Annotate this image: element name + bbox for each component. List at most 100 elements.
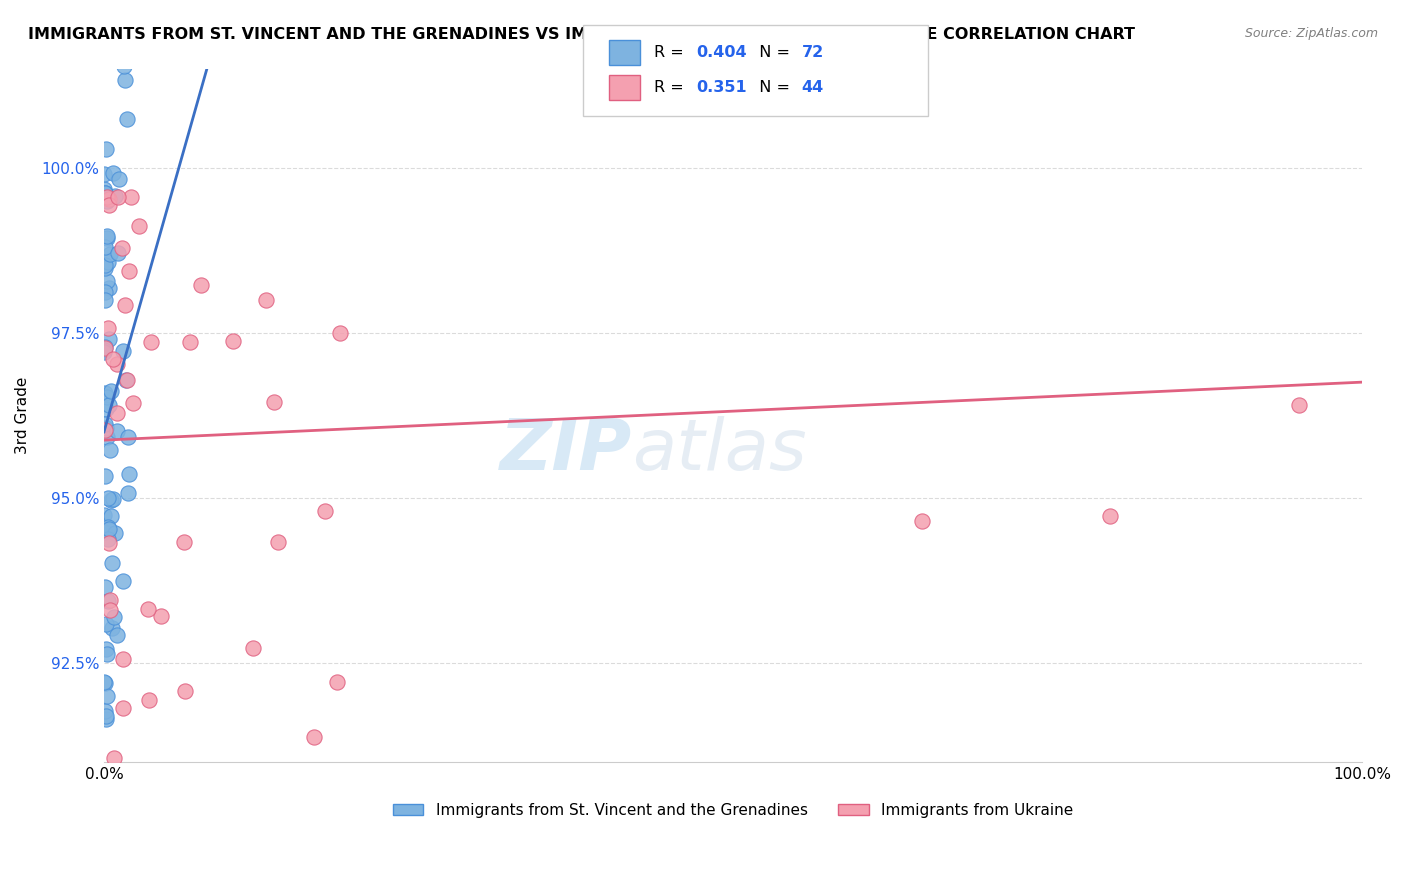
- Point: [94, 142, 117, 156]
- Point: [97, 398, 120, 412]
- Point: [100, 492, 122, 507]
- Point: [105, 628, 128, 642]
- Point: [302, 731, 325, 745]
- Point: [96, 708, 118, 723]
- Point: [93, 341, 115, 355]
- Point: [96, 190, 118, 204]
- Point: [94, 186, 117, 200]
- Point: [94, 189, 117, 203]
- Point: [101, 351, 124, 366]
- Y-axis label: 3rd Grade: 3rd Grade: [15, 376, 30, 454]
- Point: [93, 285, 115, 300]
- Point: [139, 334, 162, 349]
- Point: [138, 693, 160, 707]
- Text: ZIP: ZIP: [501, 416, 633, 484]
- Point: [111, 241, 134, 255]
- Text: atlas: atlas: [633, 416, 807, 484]
- Point: [93, 343, 115, 357]
- Legend: Immigrants from St. Vincent and the Grenadines, Immigrants from Ukraine: Immigrants from St. Vincent and the Gren…: [387, 797, 1080, 824]
- Point: [93, 167, 115, 181]
- Point: [96, 390, 118, 404]
- Point: [98, 443, 121, 458]
- Point: [94, 704, 117, 718]
- Point: [107, 246, 129, 260]
- Point: [128, 219, 150, 233]
- Point: [1225, 40, 1247, 54]
- Point: [104, 526, 127, 541]
- Point: [108, 172, 131, 186]
- Point: [93, 417, 115, 431]
- Point: [96, 274, 118, 288]
- Point: [263, 395, 285, 409]
- Point: [107, 190, 129, 204]
- Point: [94, 642, 117, 657]
- Point: [98, 603, 121, 617]
- Point: [173, 535, 195, 549]
- Point: [93, 525, 115, 540]
- Point: [101, 556, 124, 570]
- Point: [136, 602, 159, 616]
- Point: [94, 421, 117, 435]
- Point: [96, 429, 118, 443]
- Point: [93, 386, 115, 401]
- Point: [100, 508, 122, 523]
- Point: [98, 535, 121, 549]
- Point: [115, 373, 138, 387]
- Point: [114, 298, 136, 312]
- Point: [93, 181, 115, 195]
- Text: 44: 44: [801, 80, 824, 95]
- Point: [117, 263, 139, 277]
- Point: [105, 357, 128, 371]
- Text: IMMIGRANTS FROM ST. VINCENT AND THE GRENADINES VS IMMIGRANTS FROM UKRAINE 3RD GR: IMMIGRANTS FROM ST. VINCENT AND THE GREN…: [28, 27, 1135, 42]
- Text: 0.351: 0.351: [696, 80, 747, 95]
- Point: [105, 406, 128, 420]
- Point: [104, 189, 127, 203]
- Point: [93, 340, 115, 354]
- Point: [120, 190, 142, 204]
- Point: [222, 334, 245, 349]
- Point: [314, 504, 336, 518]
- Point: [117, 486, 139, 500]
- Text: R =: R =: [654, 80, 693, 95]
- Point: [101, 166, 124, 180]
- Point: [115, 373, 138, 387]
- Point: [96, 617, 118, 632]
- Point: [267, 535, 290, 549]
- Point: [93, 345, 115, 359]
- Point: [94, 469, 117, 483]
- Point: [1288, 399, 1310, 413]
- Text: Source: ZipAtlas.com: Source: ZipAtlas.com: [1244, 27, 1378, 40]
- Point: [97, 320, 120, 334]
- Point: [96, 229, 118, 244]
- Text: 0.404: 0.404: [696, 45, 747, 60]
- Point: [117, 430, 139, 444]
- Point: [93, 186, 115, 201]
- Point: [911, 514, 934, 528]
- Point: [96, 690, 118, 704]
- Point: [97, 281, 120, 295]
- Text: N =: N =: [749, 45, 796, 60]
- Point: [115, 112, 138, 126]
- Point: [96, 254, 118, 268]
- Point: [118, 467, 141, 482]
- Point: [96, 647, 118, 661]
- Point: [94, 712, 117, 726]
- Point: [98, 246, 121, 260]
- Point: [94, 258, 117, 272]
- Point: [94, 293, 117, 307]
- Point: [93, 508, 115, 523]
- Point: [325, 675, 347, 690]
- Point: [111, 652, 134, 666]
- Point: [98, 192, 121, 206]
- Point: [103, 609, 125, 624]
- Point: [98, 522, 121, 536]
- Point: [94, 525, 117, 540]
- Point: [97, 332, 120, 346]
- Point: [100, 621, 122, 635]
- Point: [93, 675, 115, 690]
- Point: [96, 194, 118, 209]
- Point: [100, 384, 122, 398]
- Point: [149, 609, 172, 624]
- Point: [103, 751, 125, 765]
- Text: N =: N =: [749, 80, 796, 95]
